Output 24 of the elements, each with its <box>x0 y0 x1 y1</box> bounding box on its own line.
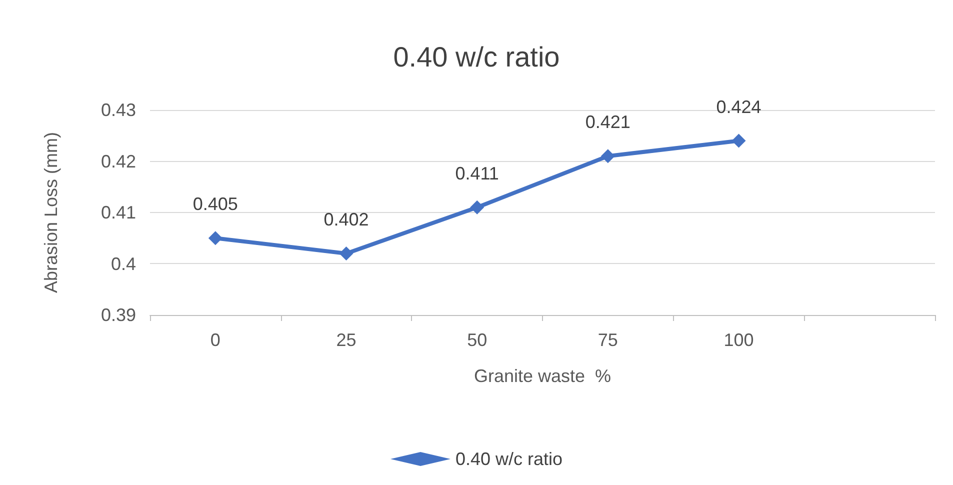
point <box>208 231 222 246</box>
x-tick-label: 75 <box>598 330 618 350</box>
data-label: 0.402 <box>324 210 369 230</box>
x-tick-label: 100 <box>724 330 754 350</box>
point <box>600 149 615 164</box>
y-tick-label: 0.4 <box>110 254 136 274</box>
data-label: 0.405 <box>192 194 238 214</box>
y-axis-title: Abrasion Loss (mm) <box>41 132 61 294</box>
data-label: 0.424 <box>716 96 762 117</box>
data-label: 0.411 <box>455 163 499 184</box>
data-label: 0.421 <box>585 112 630 132</box>
point <box>470 200 484 214</box>
point <box>732 134 746 148</box>
point <box>339 246 354 260</box>
y-tick-label: 0.41 <box>100 202 136 222</box>
chart-title: 0.40 w/c ratio <box>393 42 560 72</box>
x-tick-label: 50 <box>467 330 488 350</box>
x-axis-title: Granite waste % <box>474 366 612 386</box>
legend-label: 0.40 w/c ratio <box>455 449 563 469</box>
y-tick-label: 0.43 <box>100 100 136 120</box>
y-tick-label: 0.39 <box>100 305 136 325</box>
x-tick-label: 25 <box>336 330 356 350</box>
x-tick-label: 0 <box>210 330 220 350</box>
y-tick-label: 0.42 <box>100 151 136 172</box>
